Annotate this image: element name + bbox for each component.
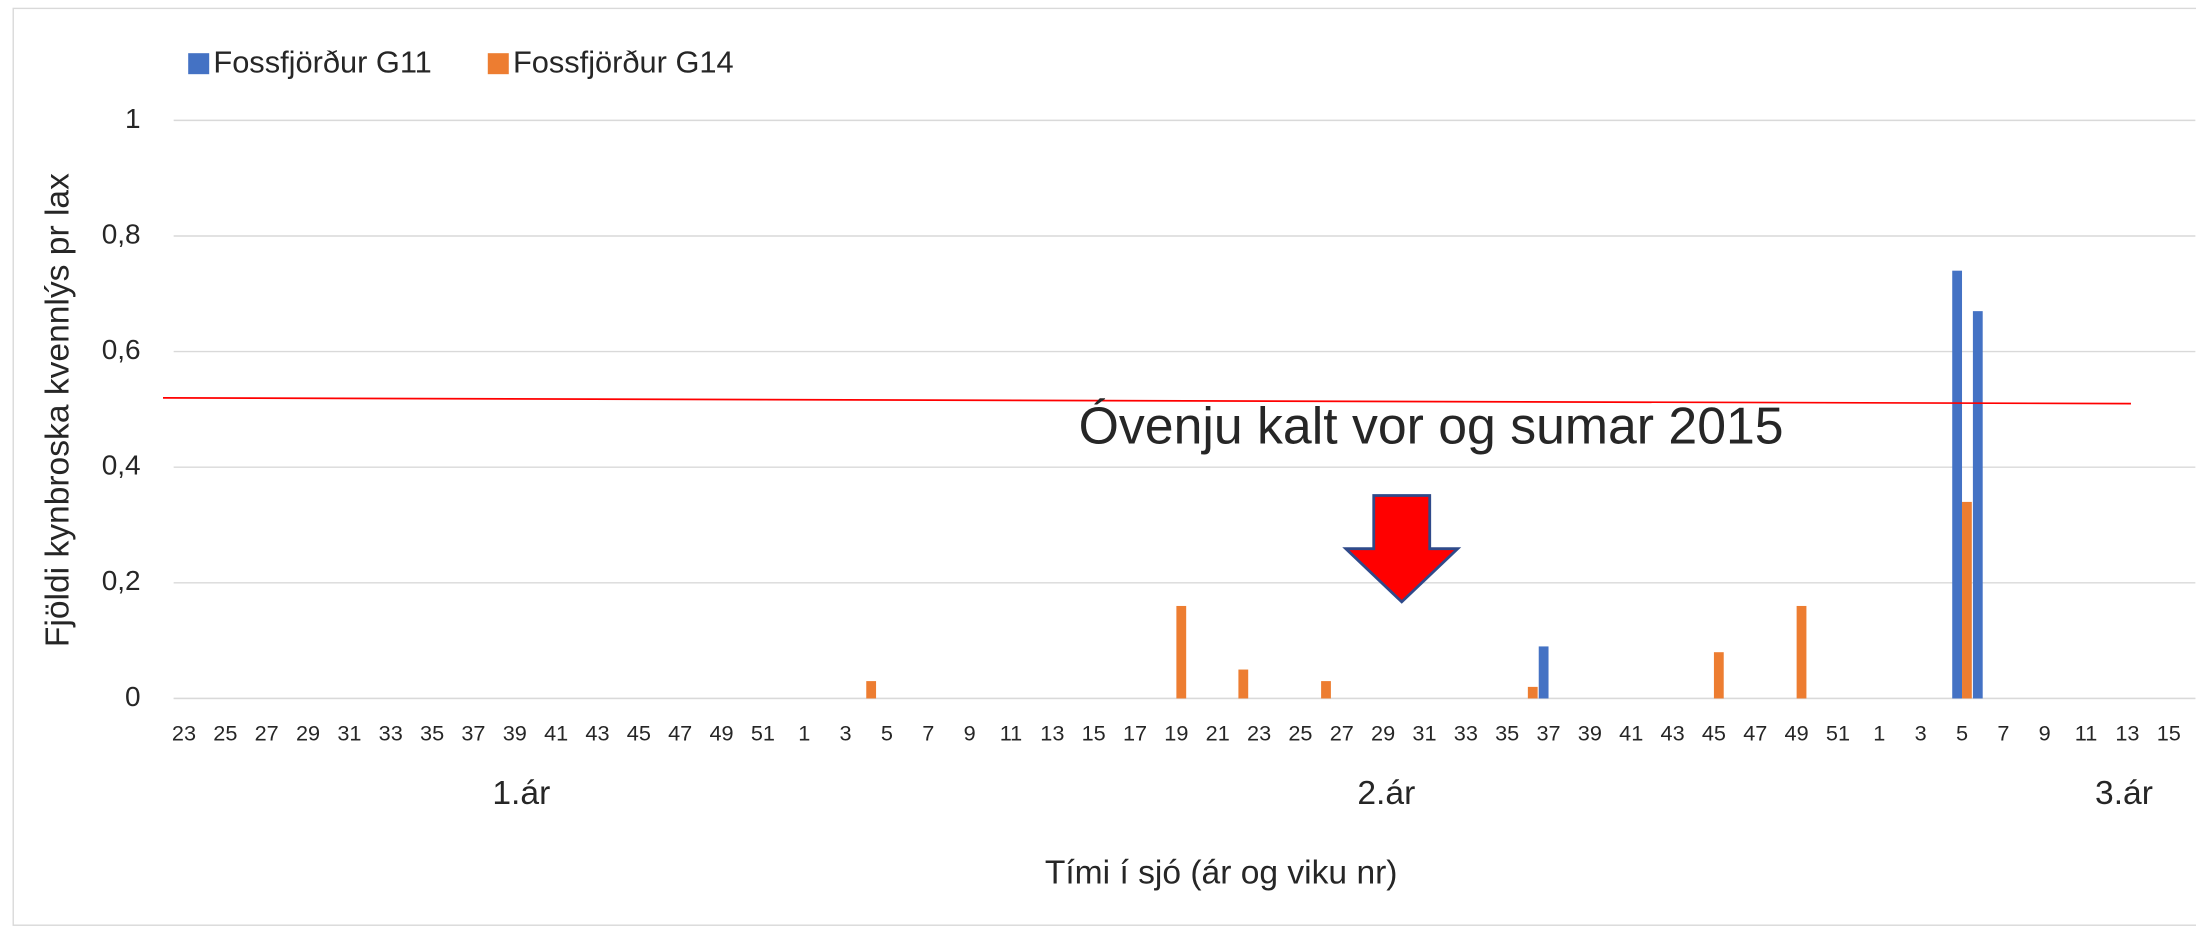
x-tick-label: 43 <box>1661 721 1685 746</box>
y-tick-label: 0 <box>125 681 141 712</box>
x-tick-label: 13 <box>2115 721 2139 746</box>
x-tick-label: 39 <box>503 721 527 746</box>
x-tick-label: 35 <box>1495 721 1519 746</box>
annotation: Óvenju kalt vor og sumar 2015 <box>1079 396 1784 454</box>
bar <box>1952 270 1963 699</box>
x-tick-label: 9 <box>964 721 976 746</box>
x-tick-label: 27 <box>1330 721 1354 746</box>
x-tick-label: 11 <box>1000 721 1023 746</box>
bar <box>1176 605 1187 699</box>
x-tick-label: 17 <box>1123 721 1147 746</box>
y-tick-label: 0,6 <box>102 334 141 365</box>
x-tick-label: 15 <box>2157 721 2181 746</box>
x-tick-label: 1 <box>798 721 810 746</box>
y-tick-label: 0,8 <box>102 218 141 249</box>
x-tick-label: 29 <box>296 721 320 746</box>
bar <box>1796 605 1807 699</box>
x-tick-label: 51 <box>1826 721 1850 746</box>
bar <box>1972 311 1983 699</box>
x-group-label: 3.ár <box>2095 775 2153 812</box>
bar <box>1238 669 1249 699</box>
x-tick-label: 13 <box>1040 721 1064 746</box>
x-tick-label: 27 <box>255 721 279 746</box>
x-tick-label: 1 <box>1873 721 1885 746</box>
x-tick-label: 7 <box>1997 721 2009 746</box>
legend-swatch <box>188 53 210 75</box>
x-tick-label: 21 <box>1206 721 1230 746</box>
x-tick-label: 33 <box>1454 721 1478 746</box>
x-tick-label: 25 <box>213 721 237 746</box>
x-axis-label: Tími í sjó (ár og viku nr) <box>1045 855 1398 892</box>
x-tick-label: 5 <box>881 721 893 746</box>
x-tick-label: 23 <box>172 721 196 746</box>
x-tick-label: 45 <box>627 721 651 746</box>
x-tick-label: 31 <box>337 721 361 746</box>
x-tick-label: 49 <box>1785 721 1809 746</box>
y-tick-label: 1 <box>125 103 141 134</box>
x-tick-label: 43 <box>585 721 609 746</box>
x-group-label: 2.ár <box>1357 775 1415 812</box>
x-tick-label: 19 <box>1164 721 1188 746</box>
bar <box>1713 652 1724 699</box>
x-tick-label: 3 <box>840 721 852 746</box>
x-tick-label: 51 <box>751 721 775 746</box>
bar <box>1321 681 1331 699</box>
legend-swatch <box>487 53 509 75</box>
x-tick-label: 23 <box>1247 721 1271 746</box>
x-tick-label: 47 <box>1743 721 1767 746</box>
reference-line <box>162 397 2131 405</box>
x-tick-label: 31 <box>1412 721 1436 746</box>
x-tick-label: 41 <box>1619 721 1643 746</box>
legend-label: Fossfjörður G14 <box>513 45 734 80</box>
x-tick-label: 29 <box>1371 721 1395 746</box>
y-tick-label: 0,2 <box>102 565 141 596</box>
y-tick-label: 0,4 <box>102 450 141 481</box>
x-tick-label: 37 <box>1536 721 1560 746</box>
bar <box>866 681 877 699</box>
bar <box>1527 686 1538 699</box>
x-tick-label: 35 <box>420 721 444 746</box>
x-tick-label: 5 <box>1956 721 1968 746</box>
x-tick-label: 37 <box>461 721 485 746</box>
x-tick-label: 39 <box>1578 721 1602 746</box>
x-tick-label: 9 <box>2039 721 2051 746</box>
bar <box>1538 646 1549 699</box>
x-tick-label: 49 <box>709 721 733 746</box>
x-tick-label: 7 <box>922 721 934 746</box>
x-tick-label: 41 <box>544 721 568 746</box>
x-tick-label: 45 <box>1702 721 1726 746</box>
arrow <box>1342 494 1462 604</box>
y-axis-label: Fjöldi kynbroska kvennlýs pr lax <box>39 173 76 647</box>
x-tick-label: 25 <box>1288 721 1312 746</box>
legend-label: Fossfjörður G11 <box>213 45 431 80</box>
x-tick-label: 11 <box>2075 721 2098 746</box>
bar <box>1962 501 1972 699</box>
x-group-label: 1.ár <box>492 775 550 812</box>
x-tick-label: 33 <box>379 721 403 746</box>
x-tick-label: 47 <box>668 721 692 746</box>
x-tick-label: 15 <box>1082 721 1106 746</box>
x-tick-label: 3 <box>1915 721 1927 746</box>
